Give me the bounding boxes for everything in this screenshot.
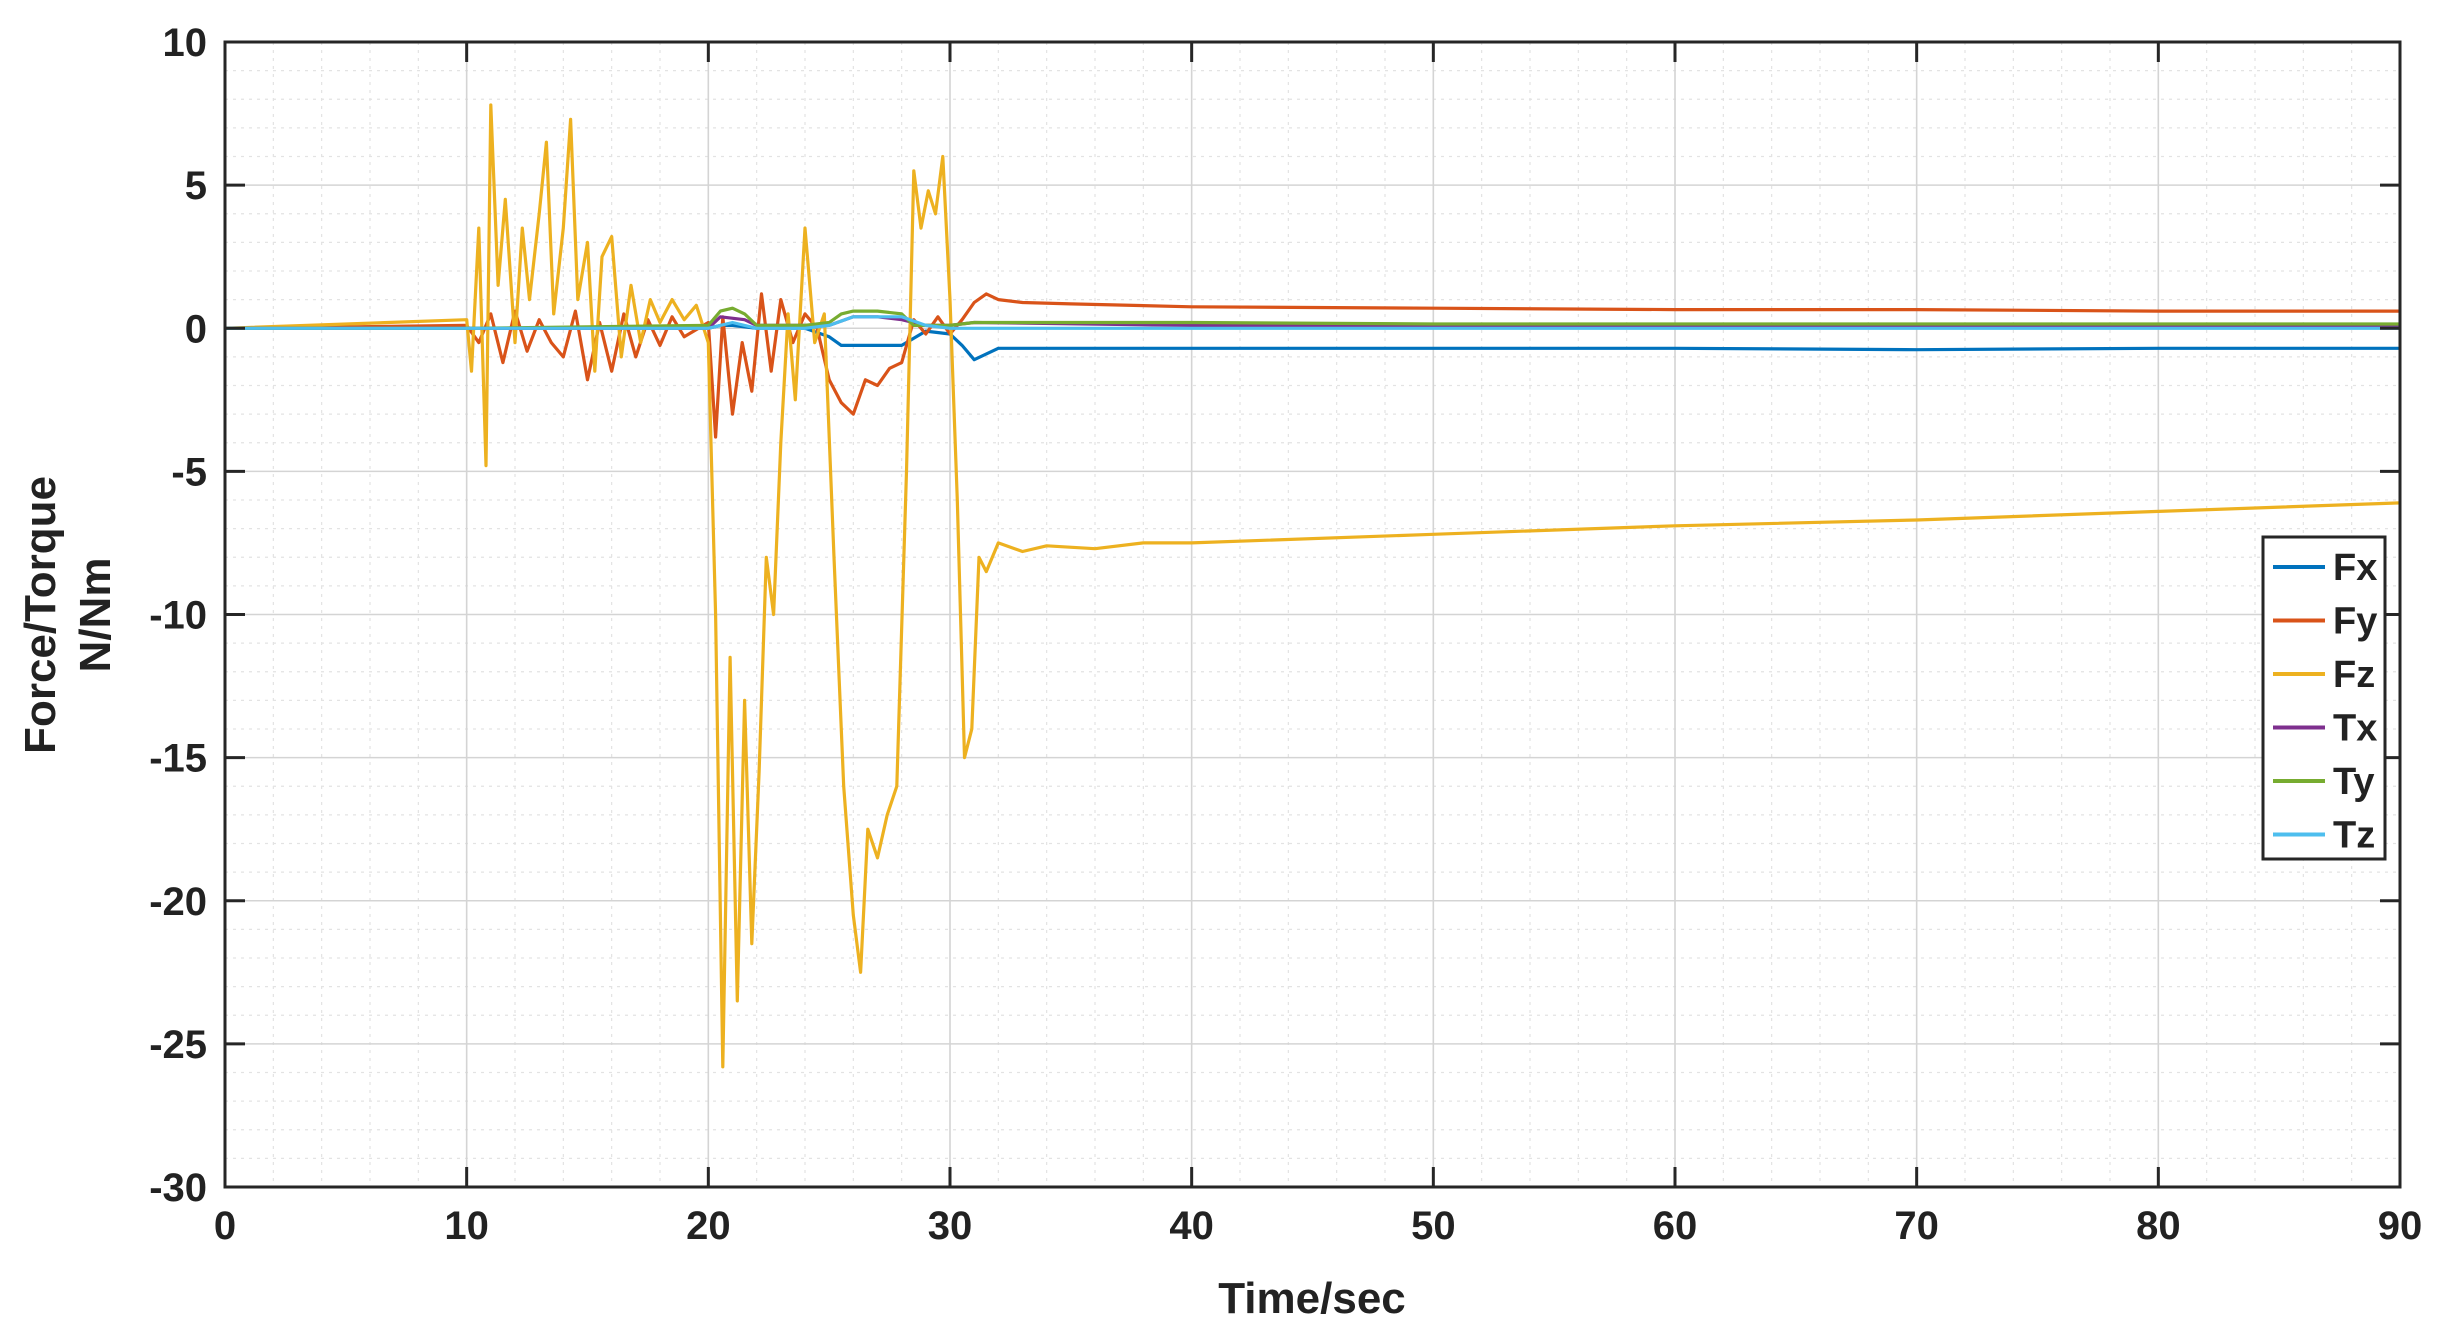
legend-box <box>2261 535 2387 861</box>
y-tick-label: 0 <box>185 307 207 351</box>
legend: Fx Fy Fz Tx Ty Tz <box>2261 535 2387 861</box>
legend-label-fx: Fx <box>2333 547 2377 589</box>
legend-label-tz: Tz <box>2333 815 2375 857</box>
y-tick-label: 10 <box>163 21 208 65</box>
x-axis-label: Time/sec <box>1218 1274 1406 1323</box>
series-line-ty <box>225 306 2400 330</box>
series-layer <box>224 103 2401 1069</box>
y-tick-label: -5 <box>171 450 207 494</box>
y-tick-label: -30 <box>149 1166 207 1210</box>
series-line-fz <box>224 103 2401 1069</box>
y-axis-label-line-2: N/Nm <box>71 558 120 673</box>
x-tick-label: 20 <box>686 1204 731 1248</box>
series-line-tz <box>225 315 2400 330</box>
y-tick-label: 5 <box>185 164 207 208</box>
x-tick-label: 40 <box>1169 1204 1214 1248</box>
y-tick-label: -10 <box>149 594 207 638</box>
legend-label-fz: Fz <box>2333 654 2375 696</box>
legend-label-fy: Fy <box>2333 601 2377 643</box>
x-tick-label: 50 <box>1411 1204 1456 1248</box>
y-tick-label: -15 <box>149 737 207 781</box>
x-tick-label: 0 <box>214 1204 236 1248</box>
legend-label-tx: Tx <box>2333 708 2377 750</box>
y-tick-labels: -30 -25 -20 -15 -10 -5 0 5 10 <box>149 21 207 1210</box>
x-tick-label: 60 <box>1653 1204 1698 1248</box>
y-tick-label: -20 <box>149 880 207 924</box>
x-tick-label: 30 <box>928 1204 973 1248</box>
legend-label-ty: Ty <box>2333 761 2375 803</box>
axis-ticks <box>223 40 2402 1189</box>
y-tick-label: -25 <box>149 1023 207 1067</box>
x-tick-label: 90 <box>2378 1204 2423 1248</box>
x-tick-label: 10 <box>444 1204 489 1248</box>
y-axis-label-line-1: Force/Torque <box>16 476 65 754</box>
series-line-fy <box>224 292 2400 439</box>
x-tick-label: 70 <box>1894 1204 1939 1248</box>
minor-grid <box>225 42 2400 1187</box>
series-line-fx <box>225 323 2400 362</box>
x-tick-label: 80 <box>2136 1204 2181 1248</box>
x-tick-labels: 0 10 20 30 40 50 60 70 80 90 <box>214 1204 2422 1248</box>
